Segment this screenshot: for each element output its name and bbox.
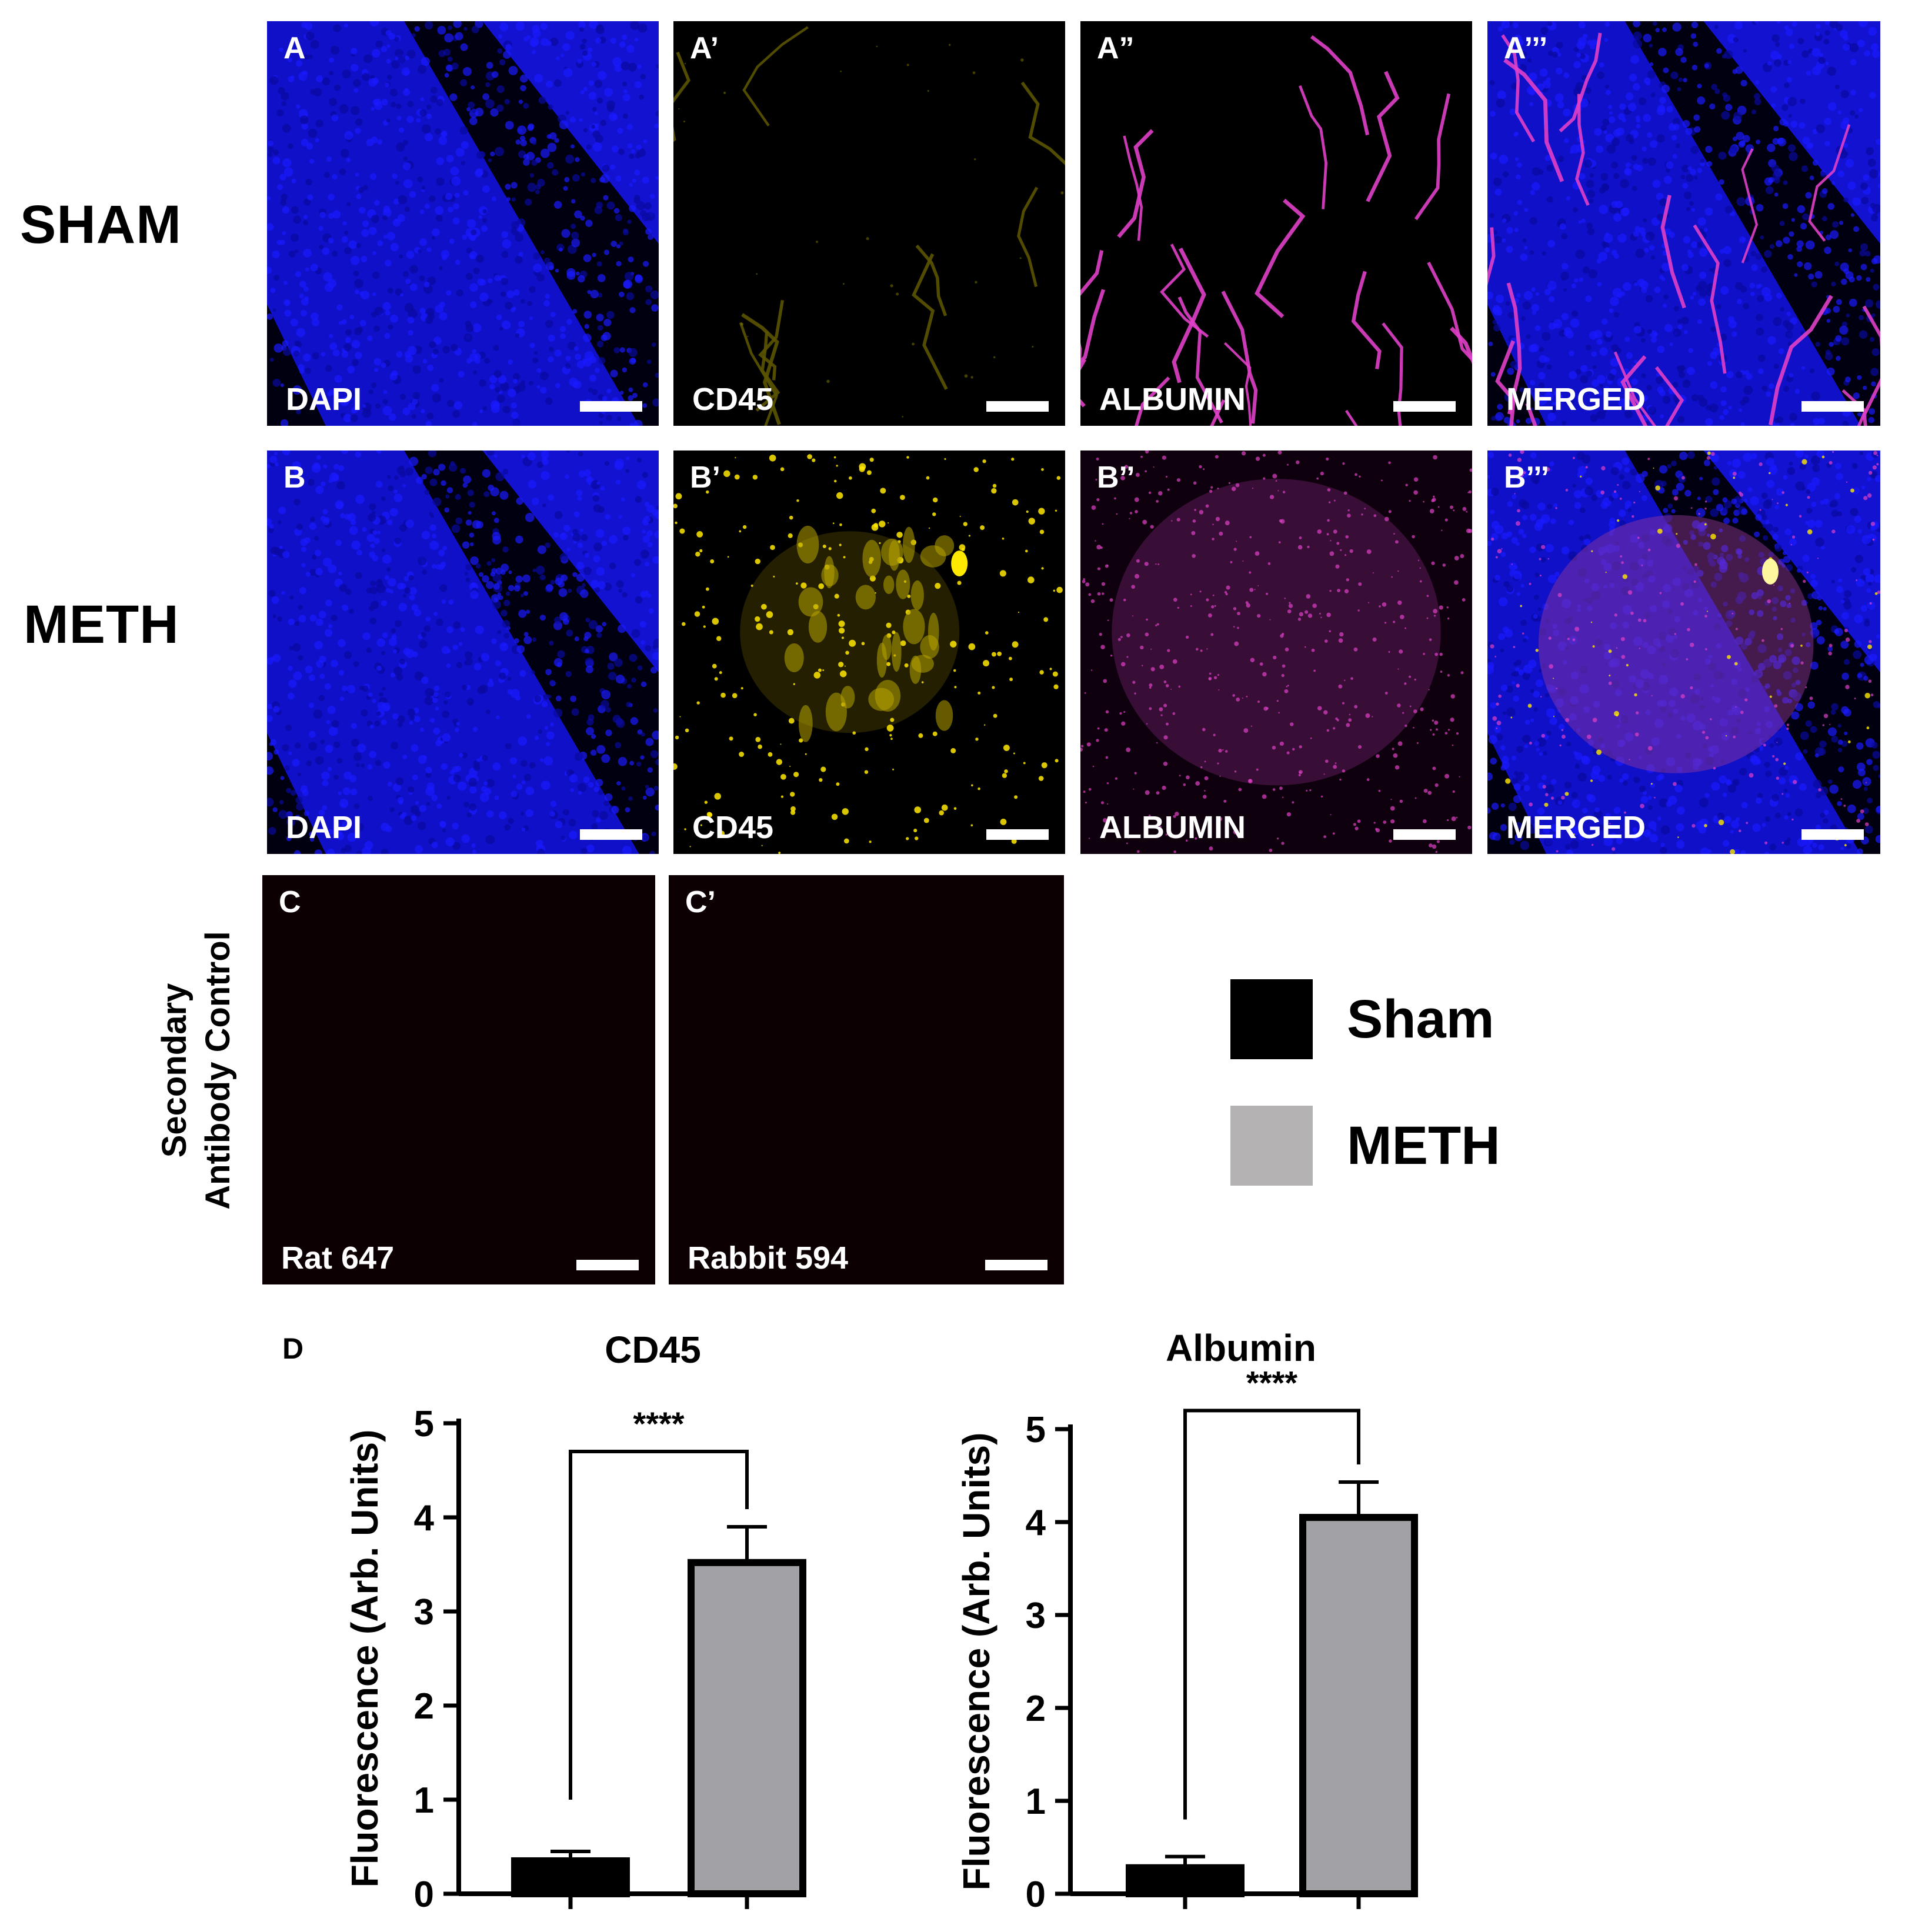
panel-letter: B’: [690, 461, 720, 495]
y-axis-label: Fluorescence (Arb. Units): [955, 1433, 997, 1891]
row-label-control: Secondary Antibody Control: [153, 865, 247, 1276]
scale-bar: [1801, 829, 1864, 840]
bar-sham: [511, 1857, 630, 1897]
panel-a-merged: A’’’ MERGED: [1487, 21, 1880, 426]
micrograph-merged: [1487, 451, 1880, 854]
y-tick-label: 2: [414, 1686, 434, 1727]
legend-label-sham: Sham: [1347, 989, 1494, 1049]
row-label-meth: METH: [24, 595, 179, 655]
panel-c-rat647: C Rat 647: [262, 875, 655, 1284]
panel-b-dapi: B DAPI: [267, 451, 659, 854]
stain-label: ALBUMIN: [1099, 810, 1246, 845]
bar-meth: [1299, 1514, 1418, 1898]
y-tick-label: 3: [1026, 1596, 1046, 1636]
panel-c-rabbit594: C’ Rabbit 594: [669, 875, 1064, 1284]
chart-cd45: Fluorescence (Arb. Units) 0 1 2 3 4 5 ****: [343, 1404, 806, 1915]
stain-label: CD45: [692, 810, 774, 845]
control-label-line1: Secondary: [155, 983, 193, 1158]
panel-a-cd45: A’ CD45: [673, 21, 1065, 426]
panel-letter: C’: [685, 885, 716, 919]
scale-bar: [985, 1260, 1047, 1270]
row-label-sham: SHAM: [20, 195, 182, 255]
micrograph-albumin: [1080, 35, 1472, 426]
legend-swatch-meth: [1230, 1106, 1313, 1186]
y-tick-label: 4: [414, 1498, 435, 1539]
panel-letter: C: [279, 885, 301, 919]
legend-swatch-sham: [1230, 979, 1313, 1059]
scale-bar: [580, 829, 642, 840]
chart-albumin: Fluorescence (Arb. Units) 0 1 2 3 4 5 ****: [955, 1364, 1418, 1915]
panel-a-dapi: A DAPI: [267, 21, 659, 426]
stain-label: DAPI: [286, 810, 362, 845]
y-tick-label: 0: [1026, 1874, 1046, 1915]
panel-b-cd45: B’ CD45: [673, 451, 1065, 854]
scale-bar: [1801, 401, 1864, 412]
scale-bar: [576, 1260, 639, 1270]
legend-item-meth: METH: [1230, 1106, 1500, 1186]
bar-meth: [688, 1559, 806, 1897]
stain-label: Rabbit 594: [688, 1240, 849, 1276]
scale-bar: [986, 401, 1049, 412]
chart-title-cd45: CD45: [605, 1329, 701, 1371]
control-label-line2: Antibody Control: [199, 931, 237, 1210]
micrograph-dapi: [267, 21, 659, 426]
scale-bar: [580, 401, 642, 412]
y-tick-label: 0: [414, 1874, 434, 1915]
y-tick-label: 1: [414, 1780, 434, 1821]
significance-bracket: [569, 1450, 749, 1800]
panel-letter: A’: [690, 31, 719, 65]
scale-bar: [1393, 401, 1456, 412]
panel-letter: A: [283, 31, 306, 65]
micrograph-cd45: [673, 26, 1065, 426]
scale-bar: [1393, 829, 1456, 840]
panel-letter: B: [283, 461, 306, 495]
micrograph-merged: [1487, 21, 1880, 426]
stain-label: MERGED: [1506, 382, 1646, 417]
y-tick-label: 2: [1026, 1689, 1046, 1729]
panel-letter: A”: [1097, 31, 1135, 65]
micrograph-albumin: [1080, 451, 1472, 854]
stain-label: Rat 647: [281, 1240, 395, 1276]
panel-letter: A’’’: [1504, 31, 1548, 65]
legend-label-meth: METH: [1347, 1115, 1500, 1176]
scale-bar: [986, 829, 1049, 840]
panel-letter-d: D: [282, 1332, 304, 1365]
y-axis-label: Fluorescence (Arb. Units): [343, 1430, 386, 1888]
chart-title-albumin: Albumin: [1166, 1327, 1316, 1369]
micrograph-dapi: [267, 451, 659, 854]
y-tick-label: 5: [1026, 1410, 1046, 1450]
panel-a-albumin: A” ALBUMIN: [1080, 21, 1472, 426]
legend-item-sham: Sham: [1230, 979, 1494, 1059]
stain-label: MERGED: [1506, 810, 1646, 845]
panel-letter: B’’’: [1504, 461, 1550, 495]
significance-label: ****: [1246, 1364, 1297, 1401]
panel-b-albumin: B’’ ALBUMIN: [1080, 451, 1472, 854]
y-tick-label: 3: [414, 1592, 434, 1633]
significance-bracket: [1183, 1409, 1360, 1820]
stain-label: ALBUMIN: [1099, 382, 1246, 417]
y-tick-label: 5: [414, 1404, 434, 1444]
y-tick-label: 1: [1026, 1781, 1046, 1822]
bar-sham: [1126, 1864, 1245, 1898]
stain-label: DAPI: [286, 382, 362, 417]
significance-label: ****: [633, 1405, 684, 1442]
y-tick-label: 4: [1026, 1503, 1046, 1543]
stain-label: CD45: [692, 382, 774, 417]
panel-b-merged: B’’’ MERGED: [1487, 451, 1880, 854]
panel-letter: B’’: [1097, 461, 1135, 495]
micrograph-cd45: [673, 454, 1063, 854]
